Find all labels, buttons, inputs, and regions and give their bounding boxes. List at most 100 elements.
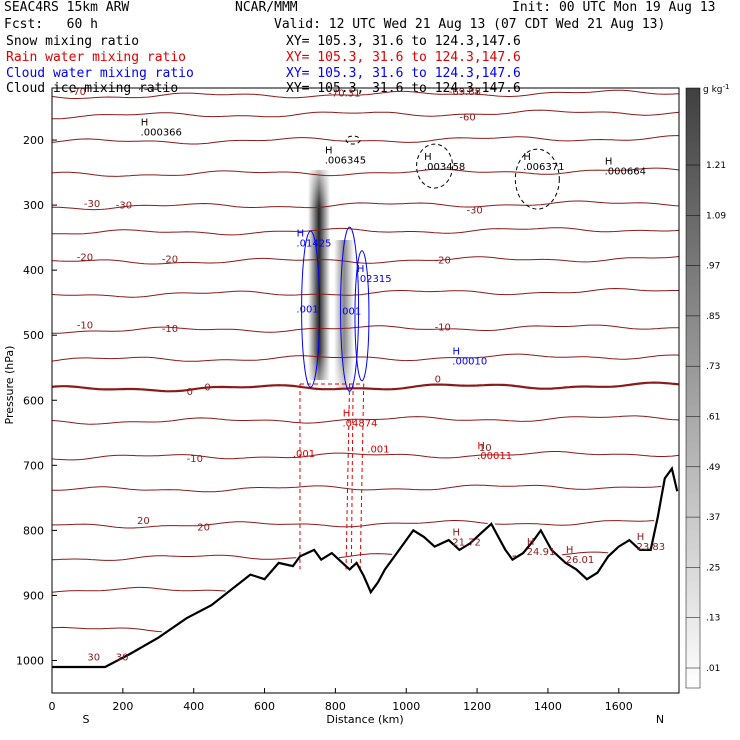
y-tick-label: 800	[23, 524, 44, 537]
temperature-contour	[52, 256, 679, 265]
snow-contour	[345, 135, 361, 145]
temperature-contour	[52, 381, 679, 393]
valid-time: Valid: 12 UTC Wed 21 Aug 13 (07 CDT Wed …	[274, 17, 666, 32]
temperature-contour	[52, 200, 679, 211]
x-tick-label: 1600	[605, 700, 633, 713]
snow-contour	[514, 148, 560, 210]
snow-max-label: .000366	[141, 127, 182, 138]
rain-label: .001	[367, 444, 389, 455]
temperature-label: 20	[197, 522, 210, 533]
y-axis: 200 300 400 500 600 700 800 900 1000	[16, 134, 57, 667]
snow-shading	[300, 160, 360, 400]
temperature-contour	[52, 135, 679, 145]
field-xy-cloud-water: XY= 105.3, 31.6 to 124.3,147.6	[286, 66, 521, 81]
temperature-label: 30	[116, 652, 129, 663]
cloud-water-label: .001	[296, 304, 318, 315]
colorbar-label: .85	[706, 312, 720, 322]
y-tick-label: 200	[23, 134, 44, 147]
cloud-water-contour	[354, 250, 370, 382]
y-tick-label: 900	[23, 589, 44, 602]
temperature-label: -30	[466, 206, 482, 217]
field-name-cloud-water: Cloud water mixing ratio	[6, 66, 194, 81]
cloud-water-label: .01425	[296, 239, 331, 250]
snow-contours	[345, 135, 560, 210]
snow-contour	[416, 143, 454, 189]
forecast-hour: Fcst: 60 h	[4, 17, 98, 32]
temperature-label: -70	[70, 87, 86, 98]
rain-label: .00011	[477, 451, 512, 462]
max-h-marker: H	[566, 545, 574, 556]
y-tick-label: 600	[23, 394, 44, 407]
temperature-label: 10	[479, 443, 492, 454]
surface-temp-label: 21.72	[452, 537, 481, 548]
surface-temp-label: 26.01	[566, 555, 595, 566]
max-h-marker: H	[343, 408, 351, 419]
temperature-label: -10	[162, 324, 178, 335]
cloud-water-contour	[340, 226, 360, 392]
endpoint-north: N	[656, 713, 664, 726]
rain-contour	[359, 383, 365, 570]
temperature-label: -10	[187, 454, 203, 465]
init-time: Init: 00 UTC Mon 19 Aug 13	[512, 0, 716, 15]
surface-temp-label: 24.91	[527, 547, 556, 558]
temperature-contour	[52, 415, 679, 425]
snow-fade	[300, 160, 360, 400]
colorbar: g kg-1 1.21 1.09 .97 .85 .73 .61 .49 .37 .25 .13.…	[685, 83, 729, 689]
x-tick-label: 800	[325, 700, 346, 713]
endpoint-south: S	[83, 713, 90, 726]
colorbar-label: .13	[706, 614, 720, 624]
cloud-water-contour	[301, 230, 321, 388]
temperature-label: -20	[435, 256, 451, 267]
rain-contour	[350, 383, 354, 570]
plot-frame	[51, 87, 680, 694]
snow-max-label: .000664	[605, 167, 646, 178]
org-label: NCAR/MMM	[235, 0, 298, 15]
temperature-contour	[52, 324, 679, 334]
temperature-label: -60	[459, 113, 475, 124]
max-h-marker: H	[297, 229, 305, 240]
colorbar-label: .61	[706, 413, 720, 423]
y-tick-label: 700	[23, 459, 44, 472]
temperature-label: 0	[435, 375, 441, 386]
temperature-label: 0	[187, 387, 193, 398]
temperature-label: 30	[87, 652, 100, 663]
max-h-marker: H	[453, 527, 461, 538]
colorbar-label: 1.21	[706, 161, 726, 171]
temperature-label: -70.31	[328, 88, 360, 99]
max-h-marker: H	[477, 441, 485, 452]
cloud-water-label: .02315	[357, 274, 392, 285]
snow-max-label: .003458	[424, 162, 465, 173]
colorbar-label: .01	[706, 664, 720, 674]
colorbar-label: .49	[706, 463, 721, 473]
snow-max-label: .006345	[325, 155, 366, 166]
x-tick-label: 1000	[392, 700, 420, 713]
x-tick-label: 0	[49, 700, 56, 713]
colorbar-label: .73	[706, 362, 720, 372]
cloud-water-label: .00010	[452, 356, 487, 367]
x-axis: 0 200 400 600 800 1000 1200 1400 1600	[49, 688, 633, 713]
rain-contour	[345, 383, 351, 570]
x-tick-label: 600	[254, 700, 275, 713]
y-tick-label: 300	[23, 199, 44, 212]
colorbar-label: .97	[706, 262, 720, 272]
max-h-marker: H	[424, 152, 432, 163]
x-tick-label: 1400	[534, 700, 562, 713]
temperature-contour	[52, 227, 679, 236]
terrain-line	[52, 466, 679, 669]
contour-labels: -70 -69.88 -70.31 -73.34 -60 -30 -30 -30 -20 -20 -…	[70, 82, 665, 663]
y-axis-title: Pressure (hPa)	[3, 346, 16, 425]
y-tick-label: 1000	[16, 654, 44, 667]
rain-contours	[299, 383, 365, 570]
temperature-contour	[52, 353, 679, 362]
colorbar-label: .37	[706, 513, 720, 523]
temperature-label: -30	[116, 200, 132, 211]
temperature-label: -10	[435, 323, 451, 334]
temperature-contour	[52, 287, 679, 298]
temperature-label: -73.34	[133, 82, 165, 93]
temperature-label: -20	[77, 252, 93, 263]
colorbar-label: 1.09	[706, 211, 726, 221]
snow-max-label: .006371	[523, 162, 564, 173]
x-axis-title: Distance (km)	[326, 713, 403, 726]
field-xy-rain: XY= 105.3, 31.6 to 124.3,147.6	[286, 50, 521, 65]
